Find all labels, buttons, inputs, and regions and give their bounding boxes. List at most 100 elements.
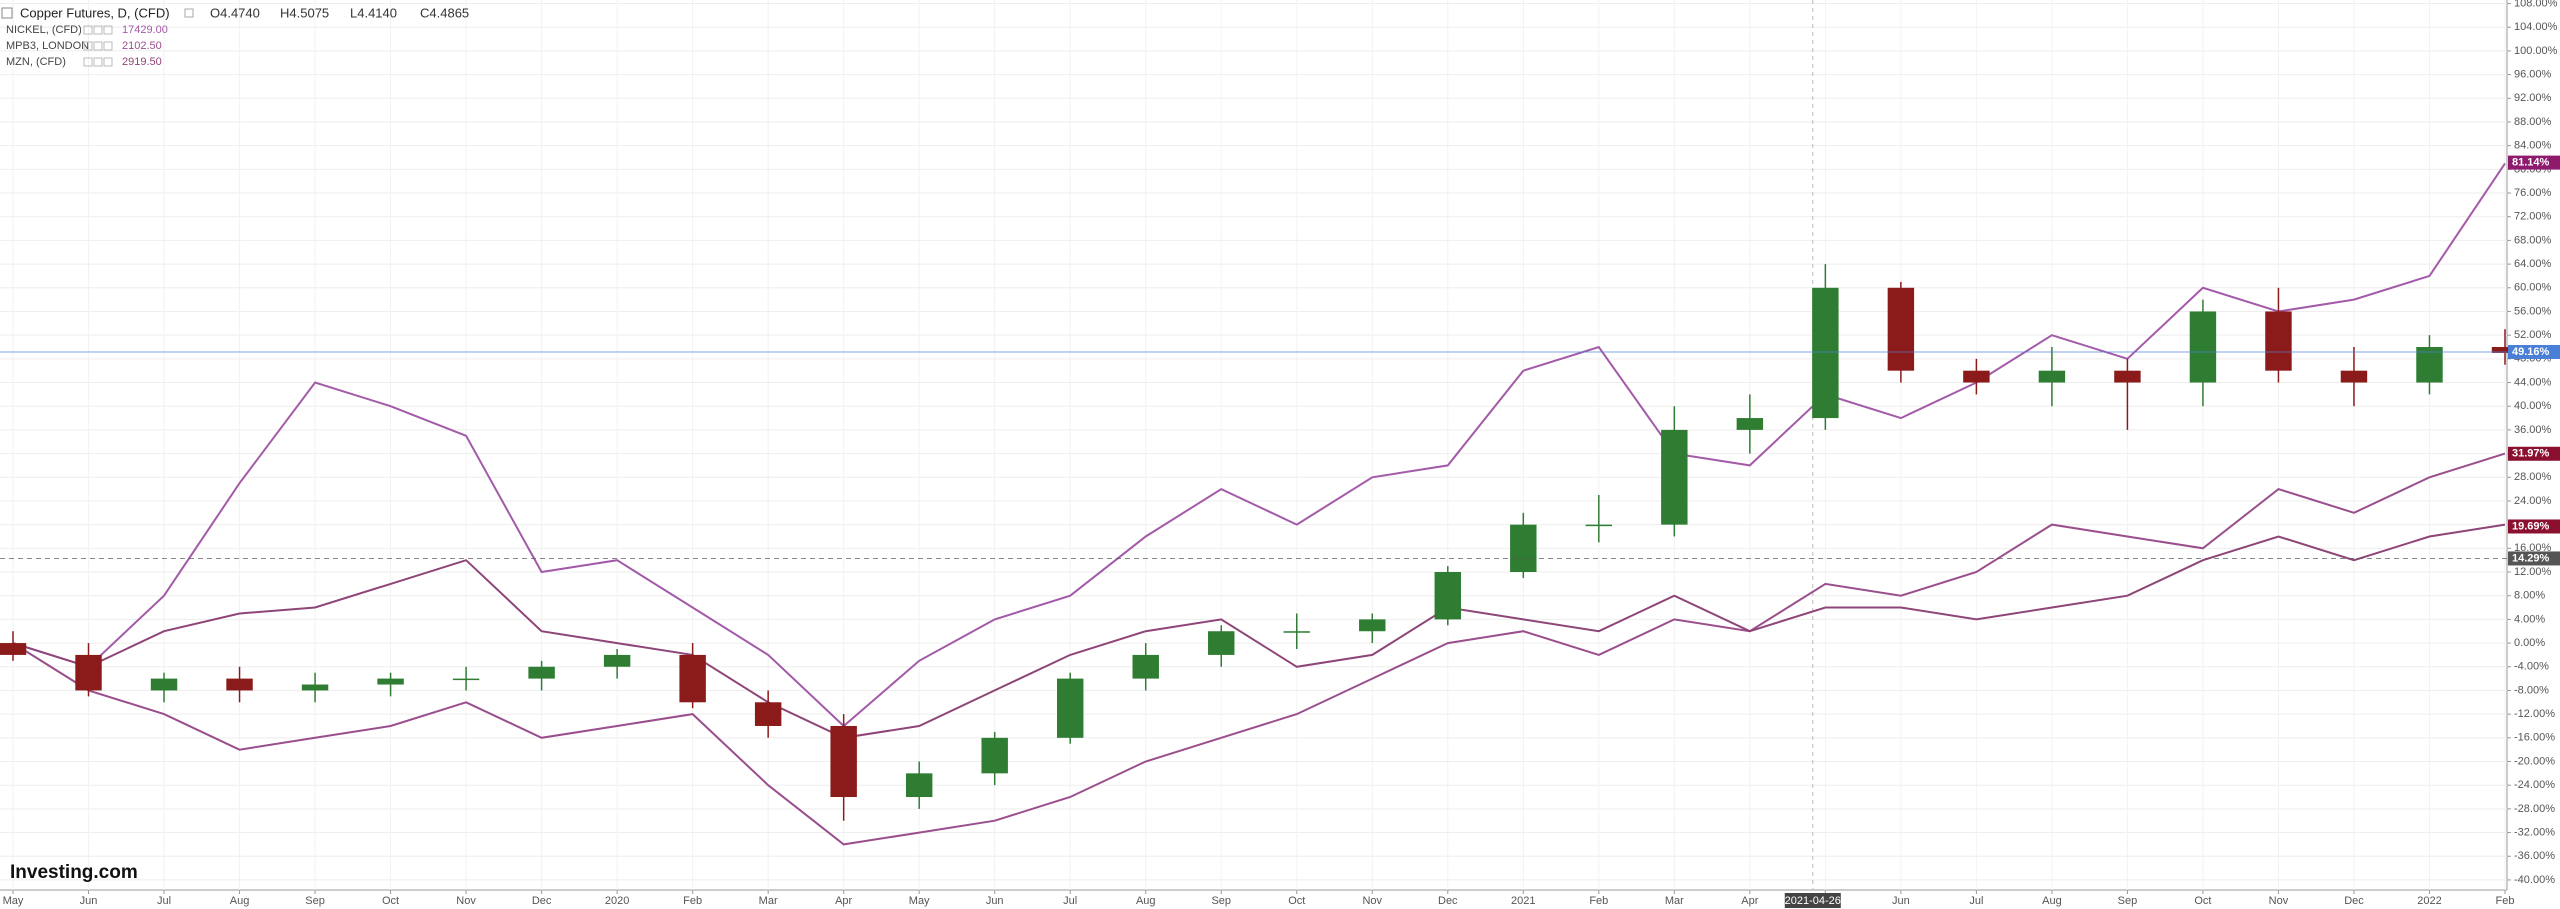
candle-body: [1661, 429, 1688, 525]
series-line: [12, 162, 2506, 728]
candle-body: [1887, 287, 1915, 371]
y-tick-label: 8.00%: [2514, 590, 2545, 602]
candle-body: [2038, 370, 2066, 383]
candle-body: [2265, 311, 2292, 371]
y-tick-label: 68.00%: [2514, 234, 2552, 246]
y-tick-label: 44.00%: [2514, 376, 2552, 388]
price-tag: [2508, 551, 2560, 566]
legend: NICKEL, (CFD) 17429.00 MPB3, LONDON 2102.50…: [6, 24, 168, 68]
y-tick-label: -20.00%: [2514, 755, 2555, 767]
x-tick-label: Feb: [683, 895, 702, 907]
x-tick-label: Dec: [1438, 895, 1458, 907]
legend-name: MPB3, LONDON: [6, 40, 89, 52]
x-tick-label: Mar: [759, 895, 778, 907]
candle-body: [1359, 619, 1386, 632]
candle-body: [1510, 524, 1537, 573]
axes: 108.00% 104.00% 100.00% 96.00% 92.00% 88.00% 8…: [3, 0, 2560, 908]
candle-body: [1736, 418, 1764, 430]
ohlc-value: H4.5075: [280, 5, 329, 20]
series-line: [12, 523, 2506, 739]
x-tick-label: Jun: [80, 895, 98, 907]
candle-body: [2189, 311, 2217, 383]
x-tick-label: Jun: [1892, 895, 1910, 907]
legend-icon: [103, 25, 113, 35]
x-tick-label: Oct: [1288, 895, 1305, 907]
candle-body: [0, 643, 27, 655]
candle-body: [2114, 370, 2141, 383]
x-tick-label: Apr: [835, 895, 852, 907]
candle-body: [2416, 346, 2443, 383]
x-tick-label: 2020: [605, 895, 629, 907]
candle-body: [981, 737, 1008, 774]
y-tick-label: -28.00%: [2514, 803, 2555, 815]
candle-body: [1056, 678, 1084, 738]
x-tick-label: Dec: [2344, 895, 2364, 907]
x-tick-label: Jul: [1969, 895, 1983, 907]
x-tick-label: Nov: [2269, 895, 2289, 907]
y-tick-label: -36.00%: [2514, 850, 2555, 862]
legend-icon: [103, 57, 113, 67]
y-tick-label: -40.00%: [2514, 874, 2555, 886]
legend-icon: [103, 41, 113, 51]
collapse-icon[interactable]: [1, 7, 13, 19]
legend-icon: [93, 41, 103, 51]
x-tick-label: 2021: [1511, 895, 1535, 907]
x-tick-label: Oct: [2194, 895, 2211, 907]
x-tick-label: Jul: [157, 895, 171, 907]
crosshair-tag: [1784, 893, 1841, 908]
y-tick-label: 60.00%: [2514, 282, 2552, 294]
legend-name: NICKEL, (CFD): [6, 24, 82, 36]
y-tick-label: 36.00%: [2514, 424, 2552, 436]
candle-body: [2340, 370, 2368, 383]
x-tick-label: May: [909, 895, 930, 907]
candle-body: [75, 654, 102, 691]
y-tick-label: 24.00%: [2514, 495, 2552, 507]
y-tick-label: 0.00%: [2514, 637, 2545, 649]
candle-body: [1585, 524, 1613, 527]
price-tag-label: 81.14%: [2512, 157, 2550, 169]
y-tick-label: 56.00%: [2514, 305, 2552, 317]
y-tick-label: 100.00%: [2514, 45, 2558, 57]
legend-icon: [93, 57, 103, 67]
y-tick-label: 104.00%: [2514, 21, 2558, 33]
legend-icon: [184, 8, 194, 18]
legend-value: 17429.00: [122, 24, 168, 36]
x-tick-label: Feb: [1589, 895, 1608, 907]
candle-body: [226, 678, 253, 691]
candle-body: [830, 725, 857, 798]
price-tag: [2508, 446, 2560, 461]
x-tick-label: Feb: [2496, 895, 2515, 907]
price-tag: [2508, 155, 2560, 170]
x-tick-label: Oct: [382, 895, 399, 907]
candle-body: [603, 654, 631, 667]
legend-value: 2102.50: [122, 40, 162, 52]
price-tag-label: 14.29%: [2512, 552, 2550, 564]
crosshair-label: 2021-04-26: [1785, 895, 1841, 907]
y-tick-label: 52.00%: [2514, 329, 2552, 341]
x-tick-label: Aug: [2042, 895, 2062, 907]
candle-body: [452, 678, 480, 681]
marks: [0, 162, 2519, 846]
candle-body: [2491, 346, 2519, 353]
x-tick-label: Jul: [1063, 895, 1077, 907]
price-tag-label: 31.97%: [2512, 448, 2550, 460]
candle-body: [301, 684, 329, 691]
grid: [0, 0, 2507, 890]
y-tick-label: 84.00%: [2514, 140, 2552, 152]
price-tag: [2508, 344, 2560, 359]
legend-icon: [83, 25, 93, 35]
x-tick-label: Nov: [1362, 895, 1382, 907]
y-tick-label: 64.00%: [2514, 258, 2552, 270]
candle-body: [150, 678, 178, 691]
y-tick-label: -4.00%: [2514, 661, 2549, 673]
y-tick-label: -8.00%: [2514, 684, 2549, 696]
ohlc-text: O4.4740 H4.5075 L4.4140 C4.4865: [184, 5, 469, 20]
price-tag-label: 19.69%: [2512, 520, 2550, 532]
price-tag-label: 49.16%: [2512, 346, 2550, 358]
y-tick-label: 16.00%: [2514, 542, 2552, 554]
ohlc-value: C4.4865: [420, 5, 469, 20]
watermark: Investing.com: [10, 862, 138, 883]
x-tick-label: Jun: [986, 895, 1004, 907]
